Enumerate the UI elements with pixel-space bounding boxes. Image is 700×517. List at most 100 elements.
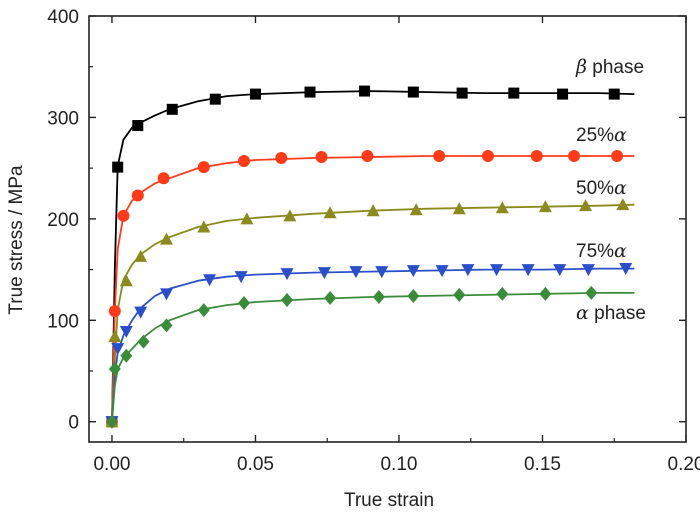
data-point bbox=[137, 334, 150, 349]
data-point bbox=[508, 87, 520, 99]
y-tick-label: 0 bbox=[68, 413, 79, 434]
data-point bbox=[304, 86, 316, 98]
series-labels: β phase 25%α 50%α 75%α α phase bbox=[575, 56, 646, 324]
data-point bbox=[409, 203, 423, 216]
data-point bbox=[539, 286, 552, 301]
axis-ticks: 0.00 0.05 0.10 0.15 0.20 0 100 200 300 400 bbox=[47, 7, 700, 475]
data-point bbox=[131, 189, 144, 202]
data-point bbox=[361, 149, 374, 162]
x-tick-label: 0.20 bbox=[668, 454, 700, 475]
data-point bbox=[581, 264, 595, 277]
data-point bbox=[119, 325, 133, 338]
data-point bbox=[495, 201, 509, 214]
data-point bbox=[111, 343, 125, 356]
data-point bbox=[159, 288, 173, 301]
data-point bbox=[375, 266, 389, 279]
data-point bbox=[132, 120, 144, 132]
plot-border bbox=[88, 15, 687, 443]
data-point bbox=[108, 361, 121, 376]
data-point bbox=[585, 285, 598, 300]
data-point bbox=[240, 212, 254, 225]
data-point bbox=[317, 267, 331, 280]
data-point bbox=[237, 296, 250, 311]
data-point bbox=[611, 149, 624, 162]
data-point bbox=[553, 264, 567, 277]
y-tick-label: 200 bbox=[47, 210, 79, 231]
data-point bbox=[249, 88, 261, 100]
data-point bbox=[275, 152, 288, 164]
data-point bbox=[283, 209, 297, 222]
data-point bbox=[456, 87, 468, 99]
series-lines bbox=[111, 90, 635, 422]
y-tick-label: 400 bbox=[47, 7, 79, 28]
data-point bbox=[108, 330, 122, 343]
data-point bbox=[112, 161, 124, 173]
data-point bbox=[160, 318, 173, 333]
data-point bbox=[490, 264, 504, 277]
series-line bbox=[111, 155, 635, 422]
data-point bbox=[197, 303, 210, 318]
series-line bbox=[111, 292, 635, 422]
data-point bbox=[119, 274, 133, 287]
data-point bbox=[453, 287, 466, 302]
x-tick-label: 0.15 bbox=[524, 454, 561, 475]
data-point bbox=[481, 149, 494, 162]
series-label: 25%α bbox=[576, 124, 627, 146]
data-point bbox=[108, 305, 121, 318]
series-line bbox=[111, 90, 635, 422]
data-point bbox=[608, 88, 620, 100]
data-point bbox=[372, 289, 385, 304]
data-point bbox=[568, 149, 581, 162]
data-point bbox=[315, 150, 328, 163]
data-point bbox=[120, 348, 133, 363]
data-point bbox=[619, 263, 633, 276]
series-label: β phase bbox=[575, 56, 644, 78]
x-axis-title: True strain bbox=[344, 490, 434, 511]
x-tick-label: 0.10 bbox=[380, 454, 417, 475]
series-label: 75%α bbox=[576, 240, 627, 262]
data-point bbox=[105, 414, 118, 429]
data-point bbox=[323, 206, 337, 219]
data-point bbox=[496, 286, 509, 301]
data-point bbox=[197, 161, 210, 174]
data-point bbox=[203, 274, 217, 287]
series-line bbox=[111, 267, 635, 422]
data-point bbox=[134, 306, 148, 319]
data-point bbox=[366, 204, 380, 217]
data-point bbox=[461, 264, 475, 277]
y-tick-label: 100 bbox=[47, 311, 79, 332]
data-point bbox=[538, 200, 552, 213]
series-label: α phase bbox=[576, 302, 646, 324]
data-point bbox=[134, 249, 148, 262]
data-point bbox=[452, 202, 466, 215]
data-point bbox=[616, 198, 630, 211]
series-markers bbox=[105, 85, 633, 429]
data-point bbox=[406, 265, 420, 278]
x-tick-label: 0.05 bbox=[237, 454, 274, 475]
plot-frame bbox=[88, 15, 687, 443]
data-point bbox=[435, 265, 449, 278]
data-point bbox=[359, 85, 371, 97]
data-point bbox=[209, 93, 221, 105]
data-point bbox=[433, 149, 446, 162]
data-point bbox=[166, 103, 178, 115]
data-point bbox=[234, 271, 248, 284]
data-point bbox=[579, 199, 593, 212]
data-point bbox=[530, 149, 543, 162]
data-point bbox=[280, 268, 294, 281]
data-point bbox=[349, 266, 363, 279]
data-point bbox=[407, 288, 420, 303]
x-tick-label: 0.00 bbox=[93, 454, 130, 475]
data-point bbox=[557, 88, 569, 100]
y-tick-label: 300 bbox=[47, 108, 79, 129]
data-point bbox=[117, 209, 130, 222]
data-point bbox=[281, 293, 294, 307]
series-label: 50%α bbox=[576, 177, 627, 199]
data-point bbox=[521, 264, 535, 277]
data-point bbox=[159, 232, 173, 245]
y-axis-title: True stress / MPa bbox=[6, 165, 27, 315]
data-point bbox=[324, 290, 337, 305]
data-point bbox=[407, 86, 419, 98]
data-point bbox=[197, 220, 211, 233]
